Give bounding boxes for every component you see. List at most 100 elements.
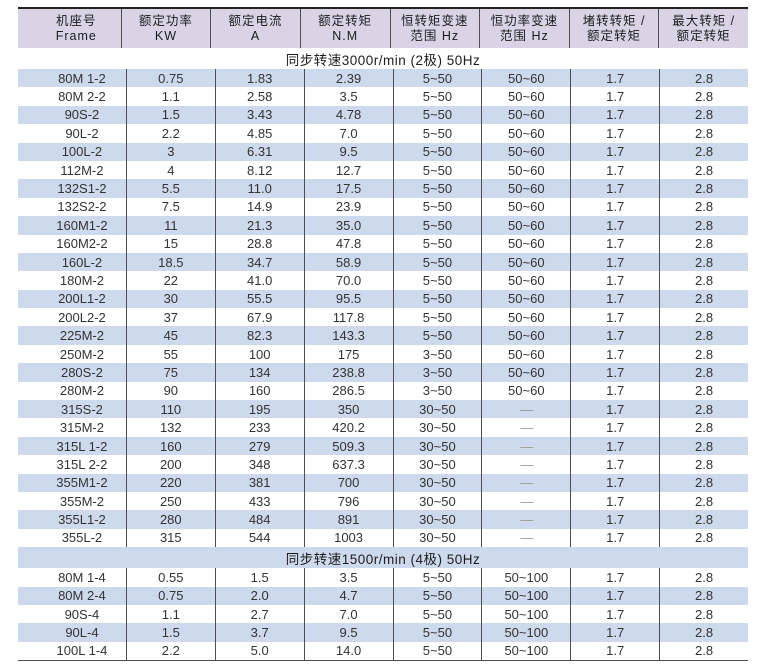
table-row: 100L 1-4 2.2 5.0 14.0 5~50 50~100 1.7 2.8 bbox=[18, 641, 748, 661]
value-cell: 50~60 bbox=[481, 363, 570, 382]
value-cell: 17.5 bbox=[303, 179, 393, 198]
column-header-7: 最大转矩 / 额定转矩 bbox=[658, 9, 748, 48]
value-cell: 37 bbox=[125, 308, 215, 327]
value-cell: 1.7 bbox=[570, 363, 659, 382]
column-header-3: 额定转矩 N.M bbox=[299, 9, 390, 48]
frame-cell: 180M-2 bbox=[59, 272, 104, 288]
value-cell: 50~60 bbox=[481, 216, 570, 235]
value-cell: 50~60 bbox=[481, 124, 570, 143]
value-cell: — bbox=[481, 455, 570, 474]
value-cell: 3.5 bbox=[303, 87, 393, 106]
value-cell: 233 bbox=[214, 418, 304, 437]
value-cell: 50~60 bbox=[481, 87, 570, 106]
value-cell: 2.8 bbox=[659, 641, 748, 661]
frame-cell: 80M 1-4 bbox=[58, 569, 106, 585]
table-row: 355L-2 315 544 1003 30~50—1.7 2.8 bbox=[18, 528, 748, 548]
value-cell: 6.31 bbox=[214, 142, 304, 161]
value-cell: 2.8 bbox=[659, 436, 748, 456]
value-cell: 30 bbox=[125, 289, 215, 309]
value-cell: 200 bbox=[125, 455, 215, 474]
value-cell: 18.5 bbox=[125, 252, 215, 272]
table-row: 225M-2 45 82.3 143.3 5~50 50~60 1.7 2.8 bbox=[18, 326, 748, 345]
value-cell: 891 bbox=[303, 510, 393, 529]
frame-cell: 90S-4 bbox=[64, 606, 100, 622]
value-cell: 2.8 bbox=[659, 400, 748, 419]
value-cell: — bbox=[481, 418, 570, 437]
value-cell: 50~60 bbox=[481, 69, 570, 88]
value-cell: 1.7 bbox=[570, 491, 659, 511]
value-cell: 2.8 bbox=[659, 216, 748, 235]
column-header-4: 恒转矩变速 范围 Hz bbox=[389, 9, 480, 48]
table-row: 80M 1-2 0.75 1.83 2.39 5~50 50~60 1.7 2.8 bbox=[18, 69, 748, 88]
value-cell: 30~50 bbox=[392, 436, 482, 456]
value-cell: 41.0 bbox=[214, 271, 304, 290]
table-row: 90S-2 1.5 3.43 4.78 5~50 50~60 1.7 2.8 bbox=[18, 105, 748, 125]
frame-cell: 355L-2 bbox=[61, 530, 103, 546]
value-cell: 5~50 bbox=[392, 586, 482, 605]
value-cell: 5~50 bbox=[392, 197, 482, 217]
value-cell: 5~50 bbox=[392, 623, 482, 642]
value-cell: 2.8 bbox=[659, 491, 748, 511]
value-cell: 50~100 bbox=[481, 623, 570, 642]
value-cell: — bbox=[481, 400, 570, 419]
frame-cell: 355M1-2 bbox=[56, 475, 108, 491]
value-cell: 5~50 bbox=[392, 234, 482, 253]
value-cell: 50~100 bbox=[481, 586, 570, 605]
table-row: 90L-2 2.2 4.85 7.0 5~50 50~60 1.7 2.8 bbox=[18, 124, 748, 143]
value-cell: 50~60 bbox=[481, 289, 570, 309]
value-cell: 2.39 bbox=[303, 69, 393, 88]
value-cell: 0.75 bbox=[125, 69, 215, 88]
value-cell: 9.5 bbox=[303, 623, 393, 642]
frame-cell: 80M 1-2 bbox=[58, 70, 106, 86]
value-cell: 50~60 bbox=[481, 105, 570, 125]
value-cell: 3.43 bbox=[214, 105, 304, 125]
table-row: 280M-2 90 160 286.5 3~50 50~60 1.7 2.8 bbox=[18, 381, 748, 401]
value-cell: 95.5 bbox=[303, 289, 393, 309]
value-cell: 11 bbox=[125, 216, 215, 235]
table-row: 80M 2-4 0.75 2.0 4.7 5~50 50~100 1.7 2.8 bbox=[18, 586, 748, 605]
value-cell: 30~50 bbox=[392, 491, 482, 511]
value-cell: 2.8 bbox=[659, 381, 748, 401]
value-cell: 14.9 bbox=[214, 197, 304, 217]
value-cell: — bbox=[481, 491, 570, 511]
value-cell: 1.7 bbox=[570, 124, 659, 143]
value-cell: 15 bbox=[125, 234, 215, 253]
value-cell: 5~50 bbox=[392, 105, 482, 125]
value-cell: 2.8 bbox=[659, 87, 748, 106]
table-row: 132S1-2 5.5 11.0 17.5 5~50 50~60 1.7 2.8 bbox=[18, 179, 748, 198]
value-cell: 143.3 bbox=[303, 326, 393, 345]
frame-cell: 280M-2 bbox=[59, 383, 104, 399]
value-cell: 5.0 bbox=[214, 641, 304, 661]
value-cell: 0.55 bbox=[125, 568, 215, 587]
table-row: 90S-4 1.1 2.7 7.0 5~50 50~100 1.7 2.8 bbox=[18, 604, 748, 624]
frame-cell: 225M-2 bbox=[59, 328, 104, 344]
value-cell: 3.7 bbox=[214, 623, 304, 642]
value-cell: 484 bbox=[214, 510, 304, 529]
value-cell: 1.7 bbox=[570, 510, 659, 529]
frame-cell: 160L-2 bbox=[61, 254, 103, 270]
value-cell: 2.8 bbox=[659, 179, 748, 198]
value-cell: 1.1 bbox=[125, 604, 215, 624]
value-cell: 220 bbox=[125, 473, 215, 492]
value-cell: 5~50 bbox=[392, 142, 482, 161]
value-cell: 5~50 bbox=[392, 326, 482, 345]
table-row: 315L 1-2 160 279 509.3 30~50—1.7 2.8 bbox=[18, 436, 748, 456]
value-cell: 22 bbox=[125, 271, 215, 290]
frame-cell: 200L1-2 bbox=[58, 291, 106, 307]
frame-cell: 315L 1-2 bbox=[56, 438, 108, 454]
frame-cell: 90S-2 bbox=[64, 107, 100, 123]
value-cell: 2.8 bbox=[659, 197, 748, 217]
value-cell: 700 bbox=[303, 473, 393, 492]
frame-cell: 90L-4 bbox=[65, 625, 99, 641]
value-cell: 75 bbox=[125, 363, 215, 382]
value-cell: — bbox=[481, 510, 570, 529]
value-cell: 1.7 bbox=[570, 623, 659, 642]
table-row: 315S-2 110 195 350 30~50—1.7 2.8 bbox=[18, 400, 748, 419]
value-cell: 50~60 bbox=[481, 234, 570, 253]
value-cell: 420.2 bbox=[303, 418, 393, 437]
value-cell: 30~50 bbox=[392, 528, 482, 548]
value-cell: 5.5 bbox=[125, 179, 215, 198]
value-cell: 2.8 bbox=[659, 586, 748, 605]
value-cell: 1.7 bbox=[570, 142, 659, 161]
value-cell: 5~50 bbox=[392, 568, 482, 587]
